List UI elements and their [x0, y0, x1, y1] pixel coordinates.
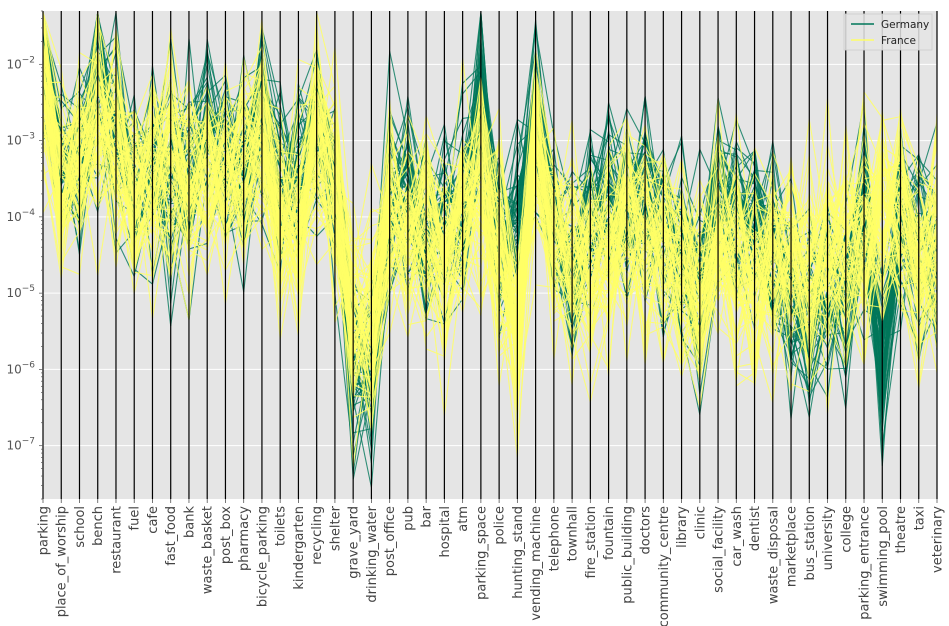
series-line-france [42, 51, 938, 416]
series-line-france [42, 89, 938, 364]
x-tick-label-recycling: recycling [310, 506, 325, 565]
legend: Germany France [843, 13, 933, 51]
x-tick-label-parking: parking [37, 506, 52, 555]
series-line-france [42, 67, 938, 385]
y-tick-label: 10−2 [6, 55, 35, 71]
x-tick-label-dentist: dentist [748, 506, 763, 551]
x-tick-label-community_centre: community_centre [657, 506, 672, 626]
x-tick-label-post_office: post_office [383, 506, 398, 576]
x-tick-label-parking_entrance: parking_entrance [858, 506, 873, 620]
x-tick-label-cafe: cafe [146, 506, 161, 534]
series-line-france [42, 89, 938, 441]
x-tick-label-car_wash: car_wash [730, 506, 745, 567]
x-tick-label-waste_basket: waste_basket [201, 506, 216, 594]
x-tick-label-drinking_water: drinking_water [365, 505, 380, 602]
x-tick-label-social_facility: social_facility [712, 506, 727, 593]
x-tick-label-pharmacy: pharmacy [237, 506, 252, 571]
x-tick-label-kindergarten: kindergarten [292, 506, 307, 590]
x-tick-label-bench: bench [91, 506, 106, 546]
x-tick-label-theatre: theatre [894, 506, 909, 553]
x-tick-label-parking_space: parking_space [474, 506, 489, 600]
category-axes [42, 11, 938, 499]
x-tick-label-place_of_worship: place_of_worship [55, 506, 70, 617]
series-line-france [42, 74, 938, 371]
x-tick-label-telephone: telephone [547, 506, 562, 571]
x-tick-label-post_box: post_box [219, 506, 234, 564]
x-tick-label-fast_food: fast_food [164, 506, 179, 566]
x-tick-label-veterinary: veterinary [931, 506, 946, 573]
x-tick-label-fuel: fuel [128, 506, 143, 530]
y-tick-label: 10−4 [6, 208, 35, 224]
series-line-france [42, 12, 938, 339]
x-tick-label-shelter: shelter [328, 505, 343, 551]
series-line-france [42, 73, 938, 388]
x-tick-label-doctors: doctors [639, 506, 654, 555]
x-tick-label-college: college [839, 506, 854, 553]
x-tick-label-townhall: townhall [566, 506, 581, 561]
x-tick-label-vending_machine: vending_machine [529, 506, 544, 621]
series-line-france [42, 63, 938, 408]
x-tick-label-toilets: toilets [274, 506, 289, 546]
series-line-france [42, 81, 938, 387]
x-tick-label-bank: bank [182, 506, 197, 538]
x-tick-label-grave_yard: grave_yard [347, 506, 362, 579]
series-france [42, 12, 938, 467]
series-line-france [42, 54, 938, 403]
x-tick-label-clinic: clinic [693, 506, 708, 539]
x-tick-label-hospital: hospital [438, 506, 453, 558]
x-tick-label-bar: bar [420, 505, 435, 527]
x-tick-label-public_building: public_building [620, 506, 635, 604]
y-tick-label: 10−7 [6, 437, 35, 453]
y-tick-labels: 10−7 10−6 10−5 10−4 10−3 10−2 [6, 10, 43, 500]
legend-box [843, 13, 933, 51]
x-tick-label-school: school [73, 506, 88, 548]
x-tick-label-swimming_pool: swimming_pool [876, 506, 891, 607]
data-lines [42, 12, 938, 488]
y-tick-label: 10−5 [6, 284, 35, 300]
y-tick-label: 10−3 [6, 132, 35, 148]
x-tick-label-police: police [493, 506, 508, 545]
x-tick-label-pub: pub [401, 506, 416, 531]
x-tick-label-restaurant: restaurant [109, 506, 124, 574]
y-tick-label: 10−6 [6, 360, 35, 376]
x-tick-label-bus_station: bus_station [803, 506, 818, 581]
series-line-france [42, 112, 938, 414]
x-tick-label-university: university [821, 506, 836, 571]
series-line-france [42, 40, 938, 418]
series-line-france [42, 47, 938, 391]
x-tick-label-fire_station: fire_station [584, 506, 599, 578]
series-line-france [42, 60, 938, 337]
series-line-france [42, 45, 938, 368]
x-tick-label-hunting_stand: hunting_stand [511, 506, 526, 599]
legend-label-france: France [881, 35, 916, 47]
legend-label-germany: Germany [881, 19, 929, 31]
x-tick-label-bicycle_parking: bicycle_parking [255, 506, 270, 607]
x-tick-label-library: library [675, 506, 690, 548]
series-line-france [42, 12, 938, 386]
x-tick-label-fountain: fountain [602, 506, 617, 560]
x-tick-label-marketplace: marketplace [785, 506, 800, 587]
x-tick-label-waste_disposal: waste_disposal [766, 506, 781, 604]
x-tick-label-taxi: taxi [912, 506, 927, 530]
series-line-germany [42, 45, 938, 414]
x-tick-labels: parking place_of_worship school bench restau… [37, 499, 946, 626]
x-tick-label-atm: atm [456, 506, 471, 532]
